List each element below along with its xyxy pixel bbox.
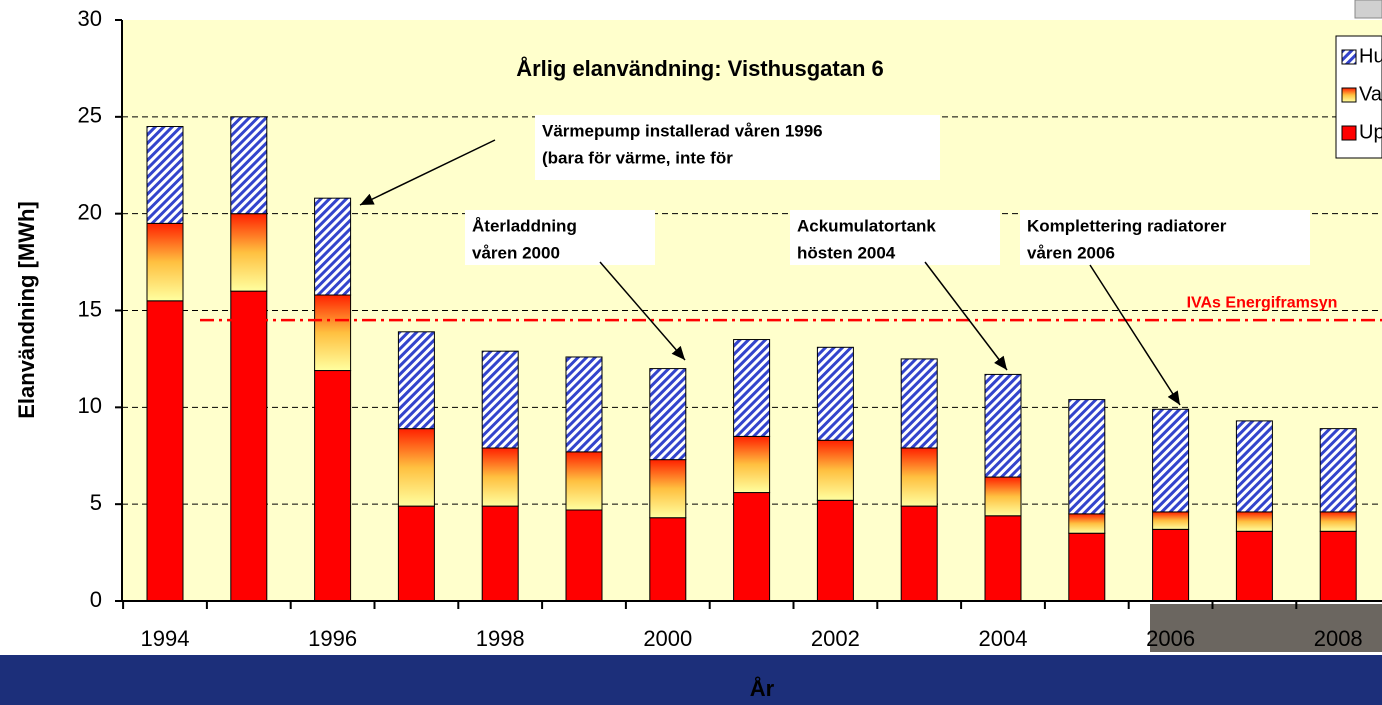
y-tick-label: 5 xyxy=(90,490,102,515)
legend-swatch xyxy=(1342,126,1356,140)
bar-segment xyxy=(901,448,937,506)
bar-segment xyxy=(734,436,770,492)
bar-segment xyxy=(1153,409,1189,512)
bar-segment xyxy=(315,295,351,371)
y-axis-label: Elanvändning [MWh] xyxy=(14,201,39,419)
bar-segment xyxy=(985,477,1021,516)
chart-title: Årlig elanvändning: Visthusgatan 6 xyxy=(516,55,884,81)
annotation-text: våren 2006 xyxy=(1027,243,1115,262)
y-tick-label: 30 xyxy=(78,6,102,31)
x-tick-label: 2002 xyxy=(811,626,860,651)
x-tick-label: 1998 xyxy=(476,626,525,651)
x-tick-label: 2000 xyxy=(643,626,692,651)
annotation-text: Återladdning xyxy=(472,216,577,235)
annotation-text: Komplettering radiatorer xyxy=(1027,216,1227,235)
bar-segment xyxy=(1236,421,1272,512)
bar-segment xyxy=(147,127,183,224)
annotation-text: Ackumulatortank xyxy=(797,216,936,235)
y-tick-label: 10 xyxy=(78,393,102,418)
bar-segment xyxy=(1236,531,1272,601)
bar-segment xyxy=(231,214,267,291)
x-tick-label: 2004 xyxy=(979,626,1028,651)
bar-segment xyxy=(398,332,434,429)
bar-segment xyxy=(1320,531,1356,601)
bar-segment xyxy=(231,291,267,601)
bar-segment xyxy=(1153,512,1189,529)
bar-segment xyxy=(566,357,602,452)
x-axis-label: År xyxy=(750,675,775,701)
y-tick-label: 15 xyxy=(78,296,102,321)
bar-segment xyxy=(398,429,434,506)
legend: Hushållsel Varmvatten Uppvärmning xyxy=(1336,36,1382,158)
annotation-text: våren 2000 xyxy=(472,243,560,262)
bar-segment xyxy=(231,117,267,214)
bar-segment xyxy=(1320,512,1356,531)
x-tick-label: 1996 xyxy=(308,626,357,651)
bar-segment xyxy=(315,198,351,295)
reference-label: IVAs Energiframsyn xyxy=(1187,294,1338,311)
x-tick-label: 1994 xyxy=(141,626,190,651)
bar-segment xyxy=(985,374,1021,477)
x-tick-label: 2008 xyxy=(1314,626,1363,651)
corner-decoration xyxy=(1355,0,1382,18)
annotation-text: Värmepump installerad våren 1996 xyxy=(542,121,823,140)
bar-segment xyxy=(650,518,686,601)
legend-swatch xyxy=(1342,88,1356,102)
bar-segment xyxy=(734,493,770,601)
y-tick-label: 25 xyxy=(78,103,102,128)
bar-segment xyxy=(1236,512,1272,531)
bar-segment xyxy=(398,506,434,601)
bar-segment xyxy=(1069,400,1105,514)
bar-segment xyxy=(1069,514,1105,533)
bar-segment xyxy=(147,301,183,601)
x-tick-label: 2006 xyxy=(1146,626,1195,651)
bar-segment xyxy=(482,448,518,506)
bar-segment xyxy=(1320,429,1356,512)
annotation-text: (bara för värme, inte för xyxy=(542,148,733,167)
bar-segment xyxy=(482,351,518,448)
bar-segment xyxy=(566,452,602,510)
bar-segment xyxy=(817,347,853,440)
bar-segment xyxy=(734,340,770,437)
bar-segment xyxy=(315,371,351,601)
bar-segment xyxy=(650,460,686,518)
bar-segment xyxy=(147,223,183,300)
y-tick-label: 20 xyxy=(78,199,102,224)
footer-band xyxy=(0,655,1382,705)
bar-segment xyxy=(482,506,518,601)
legend-label: Varmvatten xyxy=(1359,83,1382,105)
annotation-text: hösten 2004 xyxy=(797,243,896,262)
bar-segment xyxy=(817,440,853,500)
y-tick-label: 0 xyxy=(90,587,102,612)
legend-label: Uppvärmning xyxy=(1359,121,1382,143)
legend-swatch xyxy=(1342,50,1356,64)
bar-segment xyxy=(566,510,602,601)
chart: Årlig elanvändning: Visthusgatan 6 Elanv… xyxy=(0,0,1382,705)
bar-segment xyxy=(1153,529,1189,601)
bar-segment xyxy=(817,500,853,601)
bar-segment xyxy=(901,359,937,448)
bar-segment xyxy=(650,369,686,460)
bar-segment xyxy=(901,506,937,601)
legend-label: Hushållsel xyxy=(1359,45,1382,67)
bar-segment xyxy=(1069,533,1105,601)
bar-segment xyxy=(985,516,1021,601)
